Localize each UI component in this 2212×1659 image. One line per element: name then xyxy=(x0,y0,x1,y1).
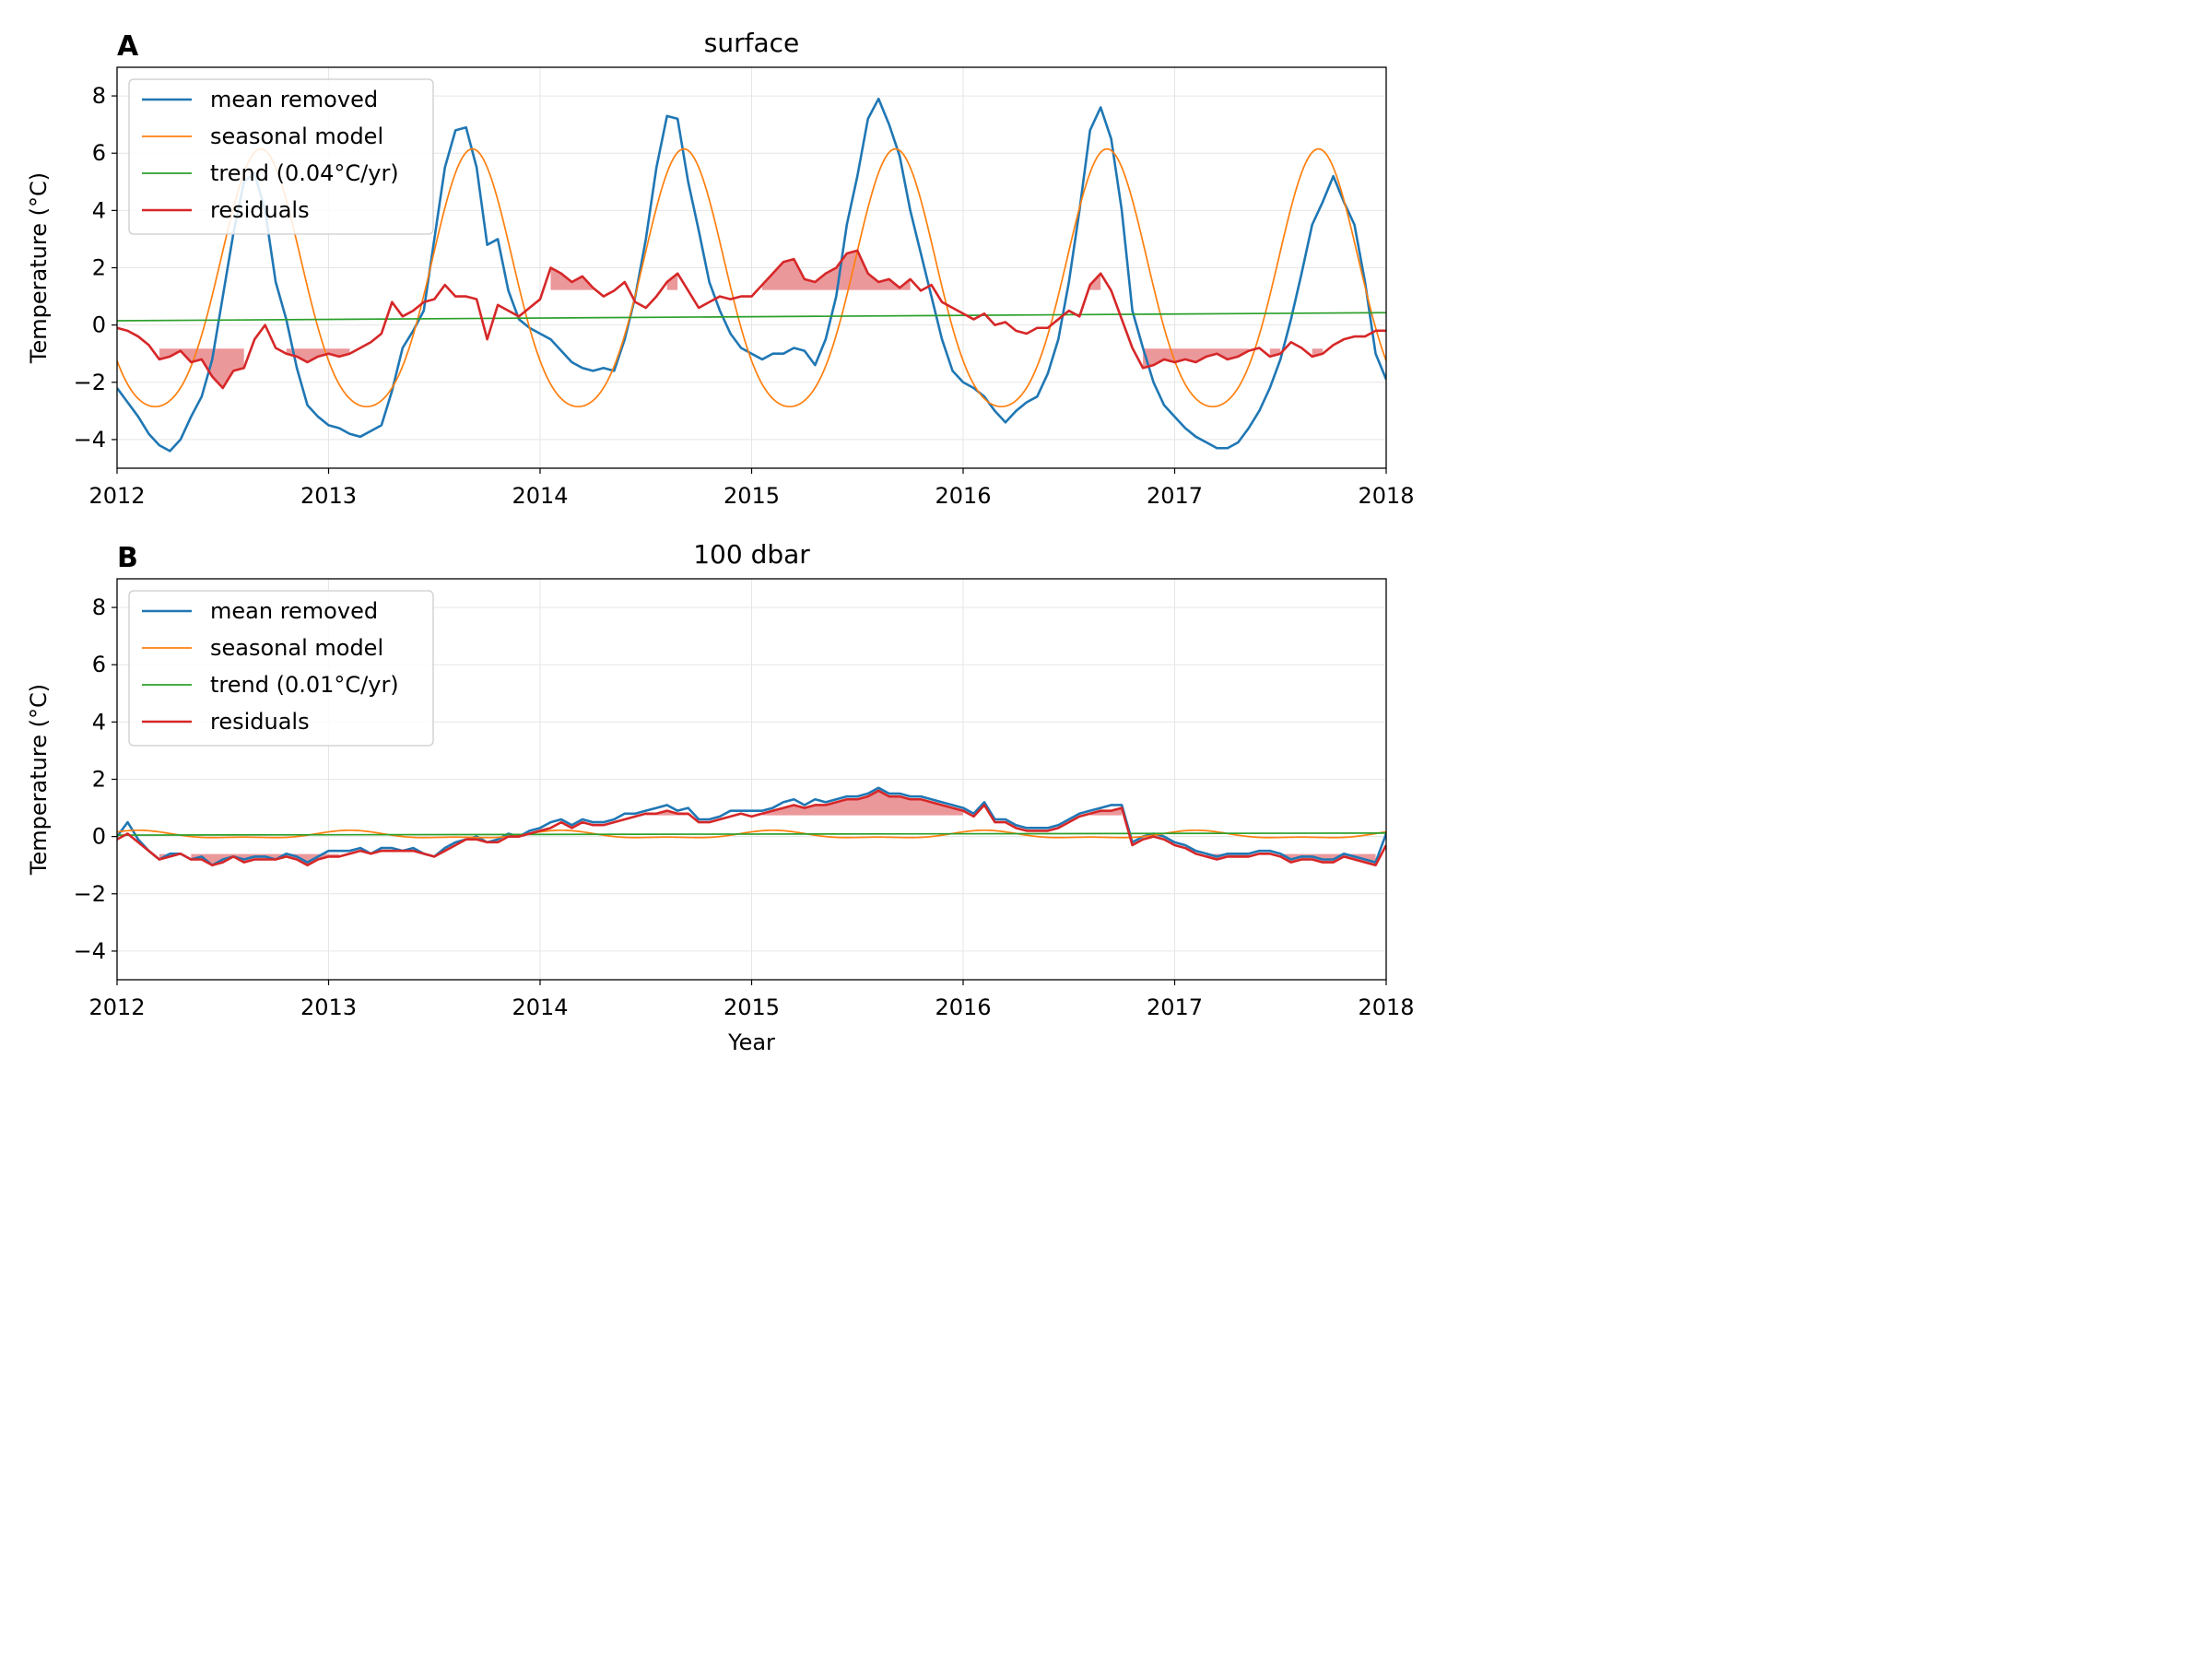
residuals-line xyxy=(117,249,1386,390)
panel-letter: B xyxy=(117,542,138,574)
y-tick-label: 0 xyxy=(92,312,106,338)
residuals-line xyxy=(117,789,1386,867)
y-tick-label: −2 xyxy=(74,370,106,395)
legend-label: mean removed xyxy=(210,87,378,112)
x-tick-label: 2018 xyxy=(1358,994,1414,1020)
x-tick-label: 2018 xyxy=(1358,483,1414,509)
y-tick-label: −4 xyxy=(74,938,106,964)
y-axis-label: Temperature (°C) xyxy=(26,684,52,876)
y-tick-label: 4 xyxy=(92,197,106,223)
y-tick-label: −2 xyxy=(74,881,106,907)
y-tick-label: 0 xyxy=(92,824,106,850)
y-tick-label: 8 xyxy=(92,83,106,109)
y-tick-label: 6 xyxy=(92,652,106,677)
residual-anomaly-fill xyxy=(159,348,244,388)
x-tick-label: 2012 xyxy=(88,483,145,509)
panel-b: 2012 2013 2014 2015 2016 2017 2018 −4 −2 0 2 4 6 8 100… xyxy=(26,539,1415,1055)
legend-label: seasonal model xyxy=(210,124,383,149)
x-tick-label: 2014 xyxy=(512,994,568,1020)
x-tick-label: 2016 xyxy=(935,994,991,1020)
x-tick-label: 2013 xyxy=(300,994,357,1020)
residual-anomaly-fill xyxy=(550,267,594,290)
figure: 2012 2013 2014 2015 2016 2017 2018 −4 −2 0 2 4 6 8 sur… xyxy=(26,28,1415,1055)
legend-box xyxy=(128,78,434,235)
panel-a: 2012 2013 2014 2015 2016 2017 2018 −4 −2 0 2 4 6 8 sur… xyxy=(26,28,1415,509)
residual-anomaly-fill xyxy=(1143,348,1249,369)
trend-line xyxy=(117,312,1386,322)
legend-box xyxy=(128,590,434,747)
residual-anomaly-fill xyxy=(761,790,963,816)
y-axis-label: Temperature (°C) xyxy=(26,172,52,364)
legend-label: trend (0.01°C/yr) xyxy=(210,672,399,698)
y-tick-label: 6 xyxy=(92,140,106,166)
legend-label: residuals xyxy=(210,197,310,223)
plot-area xyxy=(117,786,1386,867)
legend: mean removed seasonal model trend (0.01°C/… xyxy=(128,590,434,747)
legend-label: residuals xyxy=(210,709,310,735)
x-tick-label: 2014 xyxy=(512,483,568,509)
y-tick-label: 2 xyxy=(92,767,106,793)
x-axis-label: Year xyxy=(727,1030,775,1055)
x-tick-label: 2015 xyxy=(724,483,780,509)
legend-label: seasonal model xyxy=(210,635,383,661)
residual-anomaly-fill xyxy=(761,250,911,290)
x-tick-label: 2012 xyxy=(88,994,145,1020)
legend-label: trend (0.04°C/yr) xyxy=(210,160,399,186)
residual-anomaly-fill xyxy=(1269,348,1281,357)
plot-area xyxy=(117,97,1386,453)
y-tick-label: 4 xyxy=(92,709,106,735)
panel-title: 100 dbar xyxy=(693,539,810,570)
y-tick-label: 8 xyxy=(92,594,106,620)
panel-letter: A xyxy=(117,30,139,63)
x-tick-label: 2013 xyxy=(300,483,357,509)
seasonal-model-line xyxy=(117,147,1386,408)
y-tick-label: −4 xyxy=(74,427,106,453)
panel-title: surface xyxy=(704,28,799,58)
seasonal-model-line xyxy=(117,829,1386,839)
legend-label: mean removed xyxy=(210,598,378,624)
residual-anomaly-fill xyxy=(1312,348,1324,357)
mean-removed-line xyxy=(117,786,1386,867)
x-tick-label: 2015 xyxy=(724,994,780,1020)
x-tick-label: 2017 xyxy=(1147,994,1203,1020)
residual-anomaly-fill xyxy=(666,273,678,290)
trend-line xyxy=(117,832,1386,836)
mean-removed-line xyxy=(117,97,1386,453)
x-tick-label: 2017 xyxy=(1147,483,1203,509)
legend: mean removed seasonal model trend (0.04°C/… xyxy=(128,78,434,235)
y-tick-label: 2 xyxy=(92,255,106,281)
x-tick-label: 2016 xyxy=(935,483,991,509)
